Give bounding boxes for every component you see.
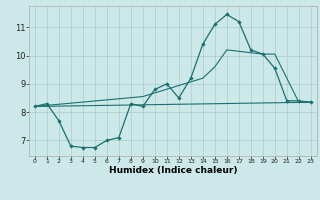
X-axis label: Humidex (Indice chaleur): Humidex (Indice chaleur)	[108, 166, 237, 175]
